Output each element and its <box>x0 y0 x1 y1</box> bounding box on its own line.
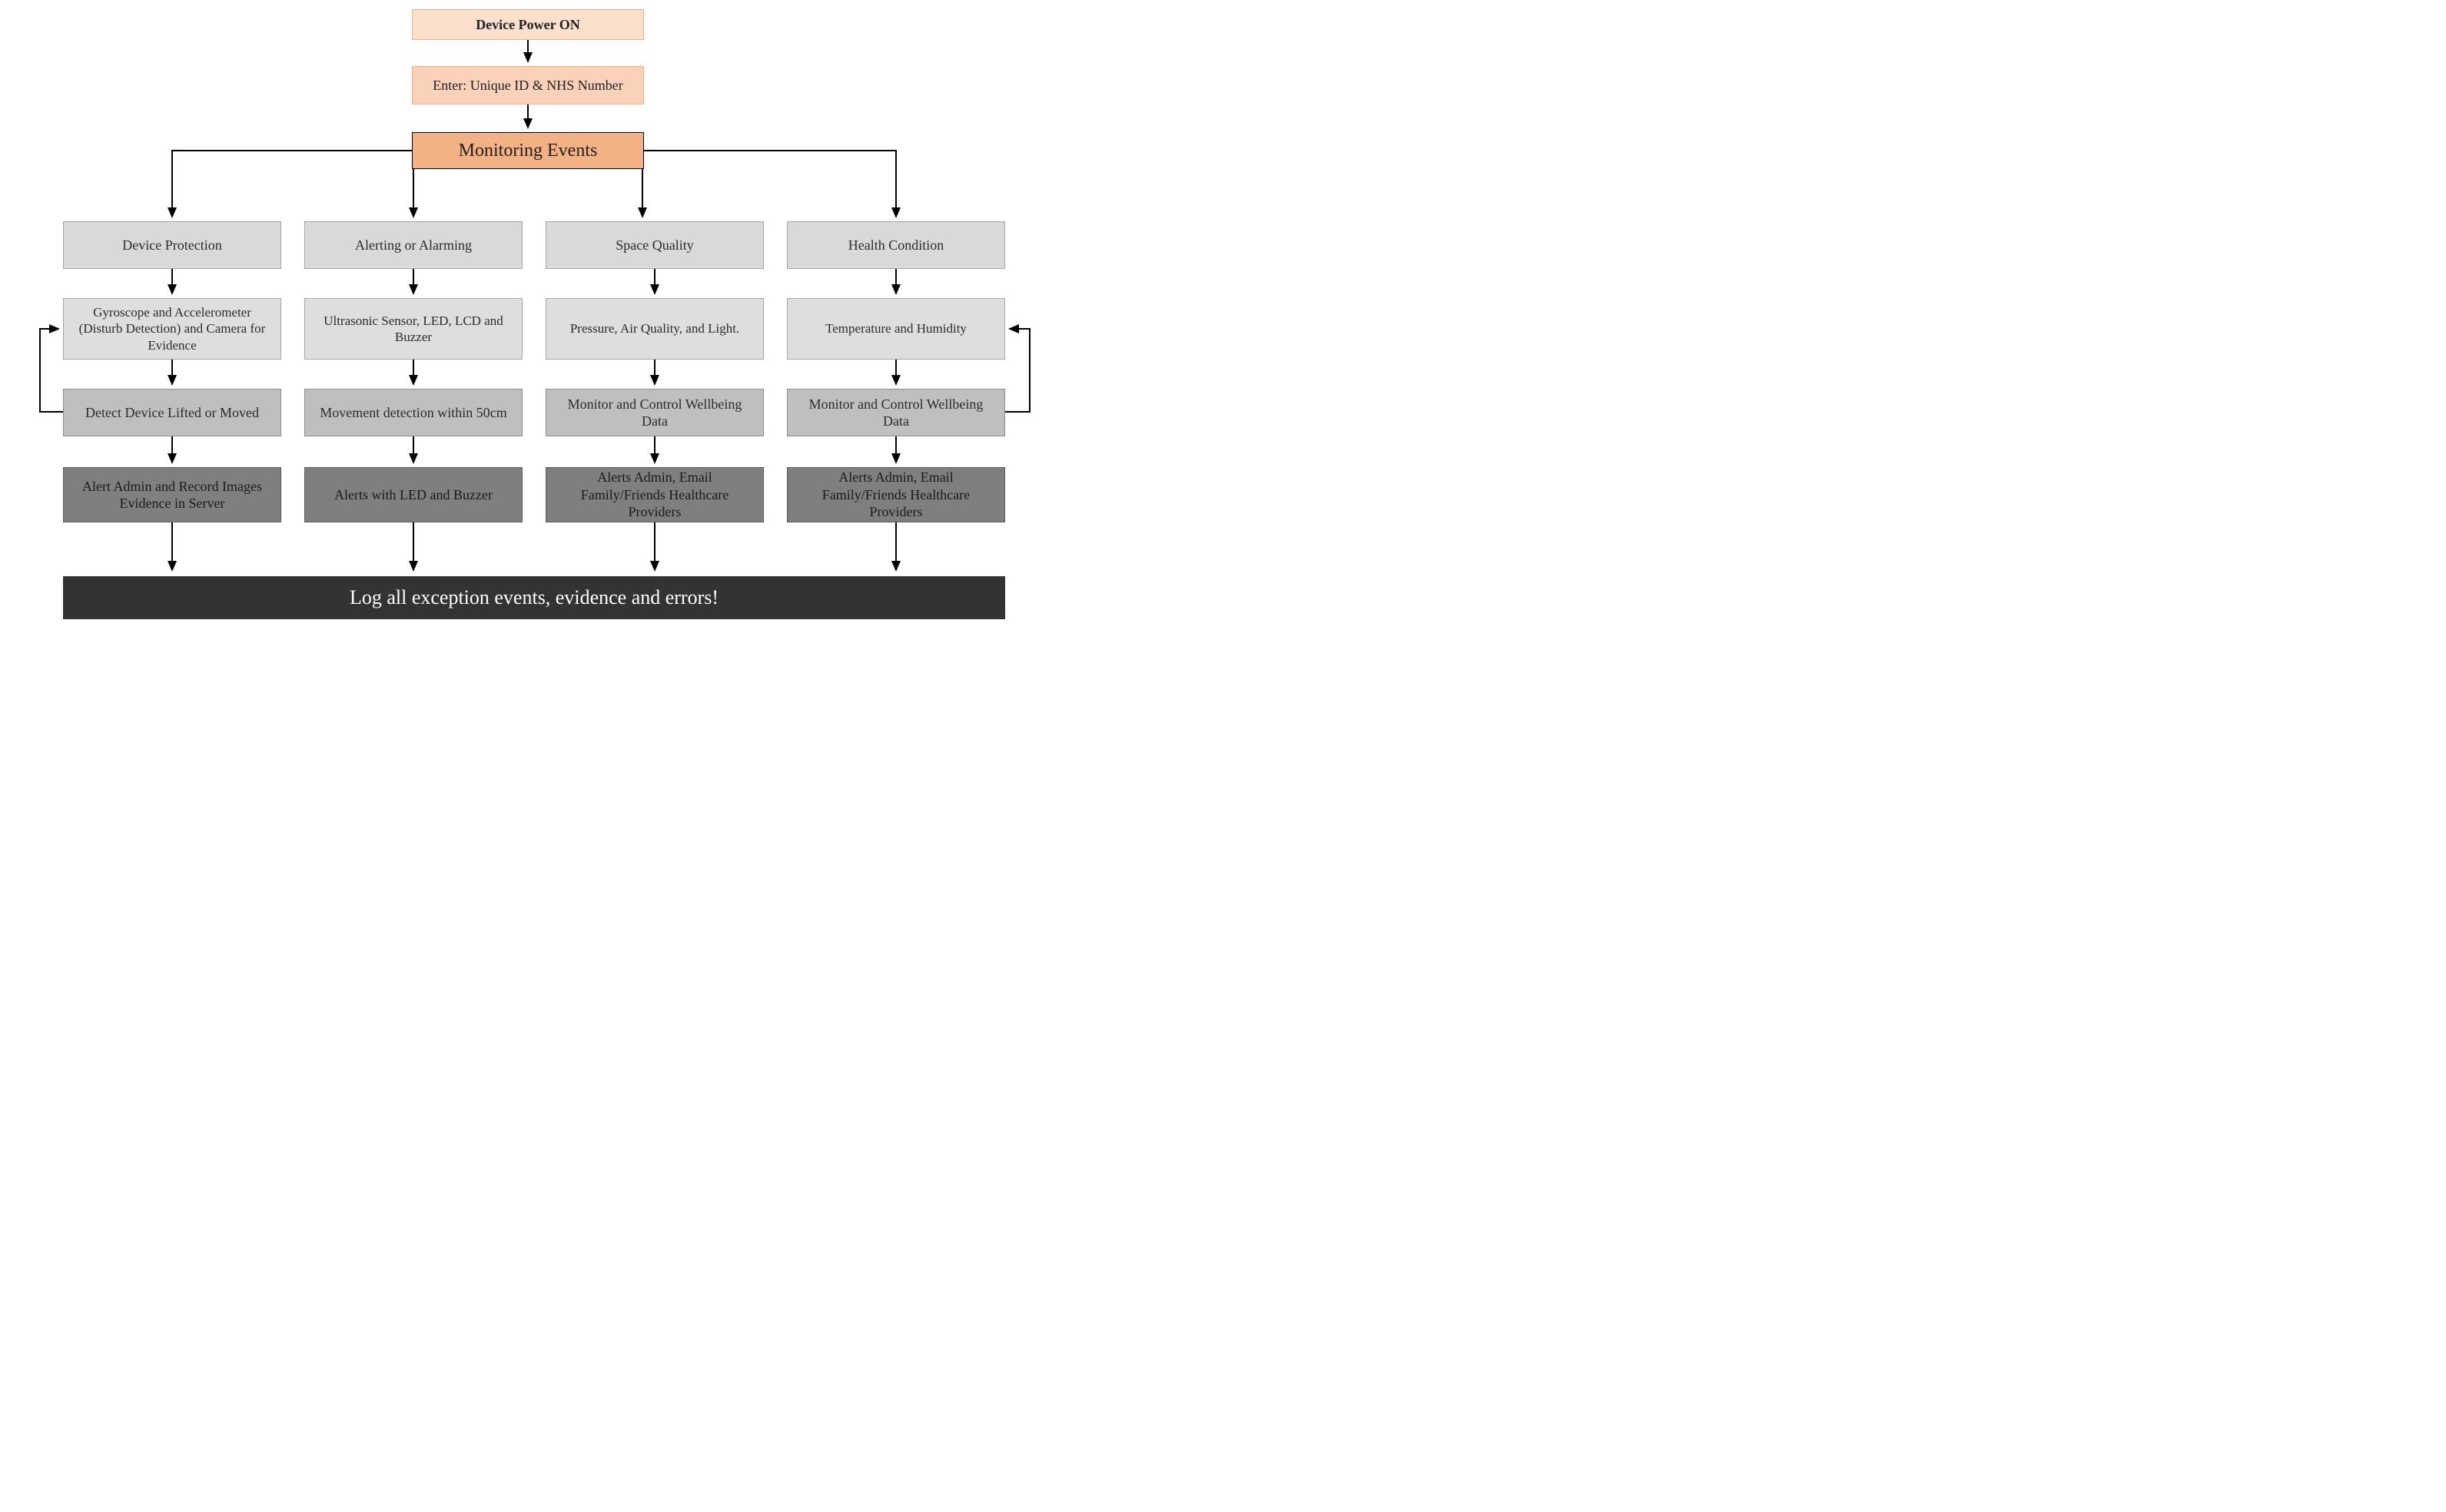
flow-node-col3-a: Space Quality <box>546 221 764 269</box>
flow-node-col1-a: Device Protection <box>63 221 281 269</box>
flow-node-col4-b: Temperature and Humidity <box>787 298 1005 360</box>
flow-node-label: Alerts Admin, Email Family/Friends Healt… <box>554 469 755 521</box>
flow-node-col4-c: Monitor and Control Wellbeing Data <box>787 389 1005 436</box>
flow-node-col3-c: Monitor and Control Wellbeing Data <box>546 389 764 436</box>
flow-node-col3-b: Pressure, Air Quality, and Light. <box>546 298 764 360</box>
flow-node-label: Enter: Unique ID & NHS Number <box>433 77 622 94</box>
flow-node-label: Alerting or Alarming <box>355 237 472 254</box>
flow-arrow <box>172 151 412 217</box>
flow-node-label: Log all exception events, evidence and e… <box>350 585 719 611</box>
flow-node-col4-d: Alerts Admin, Email Family/Friends Healt… <box>787 467 1005 522</box>
flow-node-label: Ultrasonic Sensor, LED, LCD and Buzzer <box>313 313 514 346</box>
flow-node-col1-d: Alert Admin and Record Images Evidence i… <box>63 467 281 522</box>
flow-node-label: Movement detection within 50cm <box>320 404 506 422</box>
flow-node-label: Monitor and Control Wellbeing Data <box>554 396 755 430</box>
flow-node-label: Device Power ON <box>476 16 580 34</box>
flow-arrow <box>1005 329 1030 412</box>
flow-node-label: Temperature and Humidity <box>825 320 967 337</box>
flow-node-label: Pressure, Air Quality, and Light. <box>570 320 739 337</box>
flowchart-canvas: Device Power ON Enter: Unique ID & NHS Nu… <box>0 0 1137 645</box>
flow-node-label: Detect Device Lifted or Moved <box>85 404 259 422</box>
flow-node-label: Alerts with LED and Buzzer <box>334 486 493 504</box>
flow-node-power-on: Device Power ON <box>412 9 644 40</box>
flow-node-label: Gyroscope and Accelerometer (Disturb Det… <box>71 304 273 353</box>
flow-node-label: Monitoring Events <box>459 139 598 162</box>
flow-node-label: Space Quality <box>616 237 693 254</box>
flow-node-col2-a: Alerting or Alarming <box>304 221 523 269</box>
flow-node-col2-d: Alerts with LED and Buzzer <box>304 467 523 522</box>
flow-arrow <box>644 151 896 217</box>
flow-node-label: Alert Admin and Record Images Evidence i… <box>71 478 273 512</box>
flow-arrow <box>40 329 63 412</box>
flow-node-enter-id: Enter: Unique ID & NHS Number <box>412 66 644 104</box>
flow-node-col1-b: Gyroscope and Accelerometer (Disturb Det… <box>63 298 281 360</box>
flow-node-col3-d: Alerts Admin, Email Family/Friends Healt… <box>546 467 764 522</box>
flow-node-col2-b: Ultrasonic Sensor, LED, LCD and Buzzer <box>304 298 523 360</box>
flow-node-col2-c: Movement detection within 50cm <box>304 389 523 436</box>
flow-node-label: Alerts Admin, Email Family/Friends Healt… <box>795 469 997 521</box>
flow-node-monitoring: Monitoring Events <box>412 132 644 169</box>
flow-node-label: Health Condition <box>848 237 944 254</box>
flow-node-label: Monitor and Control Wellbeing Data <box>795 396 997 430</box>
flow-node-col1-c: Detect Device Lifted or Moved <box>63 389 281 436</box>
flow-node-col4-a: Health Condition <box>787 221 1005 269</box>
flow-node-label: Device Protection <box>122 237 221 254</box>
flow-node-log-all: Log all exception events, evidence and e… <box>63 576 1005 619</box>
